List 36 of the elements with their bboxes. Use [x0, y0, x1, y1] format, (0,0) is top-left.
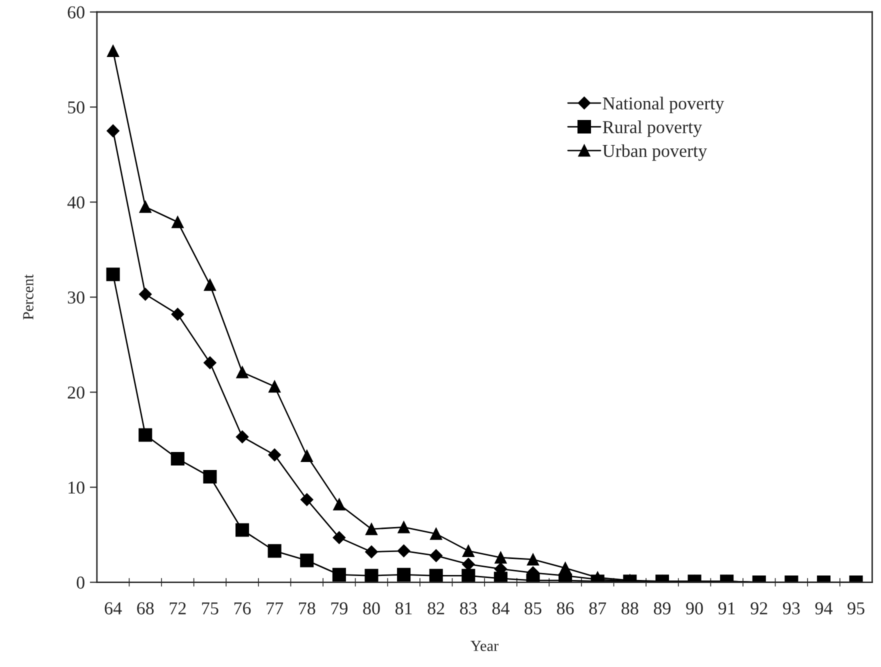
y-axis-title: Percent [23, 274, 34, 320]
y-tick-label: 30 [68, 291, 84, 304]
x-tick-label: 94 [815, 602, 832, 614]
x-tick-label: 75 [202, 602, 218, 614]
x-tick-label: 64 [104, 602, 122, 614]
x-tick-label: 80 [363, 602, 380, 614]
x-tick-label: 95 [848, 602, 864, 614]
legend-label: Rural poverty [602, 120, 702, 137]
x-axis-title: Year [470, 640, 498, 652]
x-tick-label: 77 [266, 602, 284, 614]
x-tick-label: 92 [750, 602, 768, 614]
legend-label: National poverty [602, 96, 724, 114]
y-tick-label: 20 [68, 386, 84, 399]
x-tick-label: 90 [686, 602, 703, 614]
y-tick-label: 40 [67, 196, 84, 209]
x-tick-label: 72 [170, 602, 186, 614]
x-tick-label: 84 [492, 602, 510, 614]
x-tick-label: 76 [234, 602, 251, 614]
x-tick-label: 83 [460, 602, 477, 614]
x-tick-label: 88 [622, 602, 638, 614]
y-tick-label: 10 [68, 482, 84, 494]
x-tick-label: 86 [556, 602, 574, 614]
legend-label: Urban poverty [602, 144, 708, 161]
x-tick-label: 82 [428, 602, 444, 614]
y-tick-label: 60 [68, 6, 84, 18]
x-tick-label: 87 [589, 602, 606, 614]
x-tick-label: 81 [395, 602, 412, 614]
y-tick-label: 0 [76, 576, 84, 589]
x-tick-label: 93 [782, 602, 800, 614]
y-tick-label: 50 [68, 101, 84, 114]
x-tick-label: 89 [654, 602, 671, 614]
x-tick-label: 68 [137, 602, 154, 614]
x-tick-label: 79 [331, 602, 348, 614]
x-tick-label: 85 [524, 602, 542, 614]
x-tick-label: 78 [299, 602, 316, 614]
x-tick-label: 91 [718, 602, 735, 614]
